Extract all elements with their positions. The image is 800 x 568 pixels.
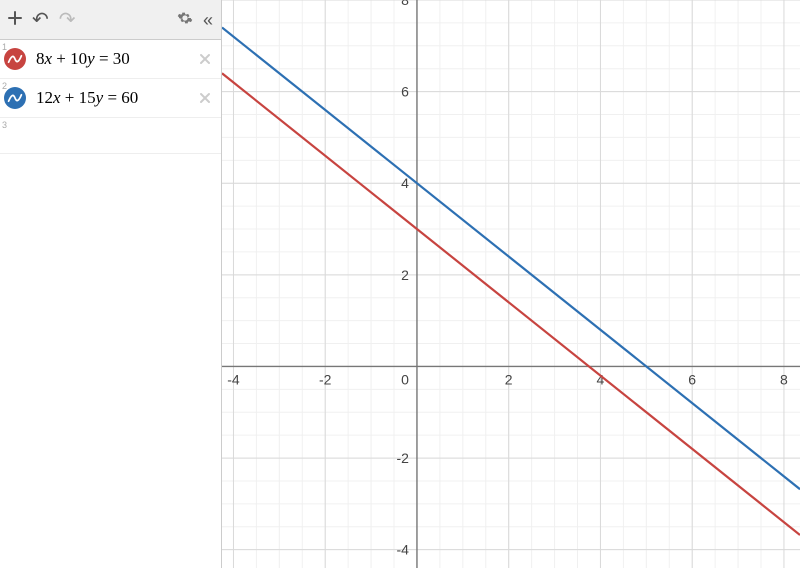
toolbar-right: «: [177, 10, 213, 30]
expression-row[interactable]: 2 12x + 15y = 60: [0, 79, 221, 118]
svg-text:2: 2: [401, 267, 409, 283]
svg-text:-2: -2: [397, 450, 410, 466]
svg-text:8: 8: [401, 0, 409, 8]
gear-icon: [177, 10, 193, 26]
close-icon: [199, 53, 211, 65]
delete-expression-button[interactable]: [195, 88, 215, 109]
toolbar: ↶ ↷ «: [0, 0, 221, 40]
expression-list: 1 8x + 10y = 30 2 12x + 15y = 60: [0, 40, 221, 568]
svg-text:8: 8: [780, 371, 788, 387]
delete-expression-button[interactable]: [195, 49, 215, 70]
redo-button[interactable]: ↷: [59, 10, 76, 30]
expression-row-empty[interactable]: 3: [0, 118, 221, 154]
sidebar: ↶ ↷ « 1 8x + 10y = 30: [0, 0, 222, 568]
app-root: ↶ ↷ « 1 8x + 10y = 30: [0, 0, 800, 568]
expression-index: 3: [2, 120, 7, 130]
undo-button[interactable]: ↶: [32, 10, 49, 30]
svg-text:6: 6: [688, 371, 696, 387]
graph-svg: -4-22468-4-224680: [222, 0, 800, 568]
expression-text[interactable]: 8x + 10y = 30: [36, 49, 195, 69]
graph-area[interactable]: -4-22468-4-224680: [222, 0, 800, 568]
plus-icon: [8, 11, 22, 25]
svg-text:4: 4: [401, 175, 409, 191]
expression-index: 2: [2, 81, 7, 91]
expression-index: 1: [2, 42, 7, 52]
collapse-button[interactable]: «: [203, 11, 213, 29]
expression-color-icon[interactable]: [4, 87, 26, 109]
grid-major: [222, 0, 800, 568]
line-2: [222, 27, 800, 489]
svg-text:6: 6: [401, 84, 409, 100]
settings-button[interactable]: [177, 10, 193, 30]
svg-text:-4: -4: [397, 542, 410, 558]
svg-text:2: 2: [505, 371, 513, 387]
line-1: [222, 73, 800, 535]
expression-row[interactable]: 1 8x + 10y = 30: [0, 40, 221, 79]
svg-text:0: 0: [401, 371, 409, 387]
tick-labels: -4-22468-4-224680: [227, 0, 788, 558]
toolbar-left: ↶ ↷: [8, 10, 76, 30]
svg-text:-2: -2: [319, 371, 332, 387]
add-button[interactable]: [8, 11, 22, 29]
svg-text:-4: -4: [227, 371, 240, 387]
expression-text[interactable]: 12x + 15y = 60: [36, 88, 195, 108]
close-icon: [199, 92, 211, 104]
expression-color-icon[interactable]: [4, 48, 26, 70]
grid-minor: [222, 0, 800, 568]
